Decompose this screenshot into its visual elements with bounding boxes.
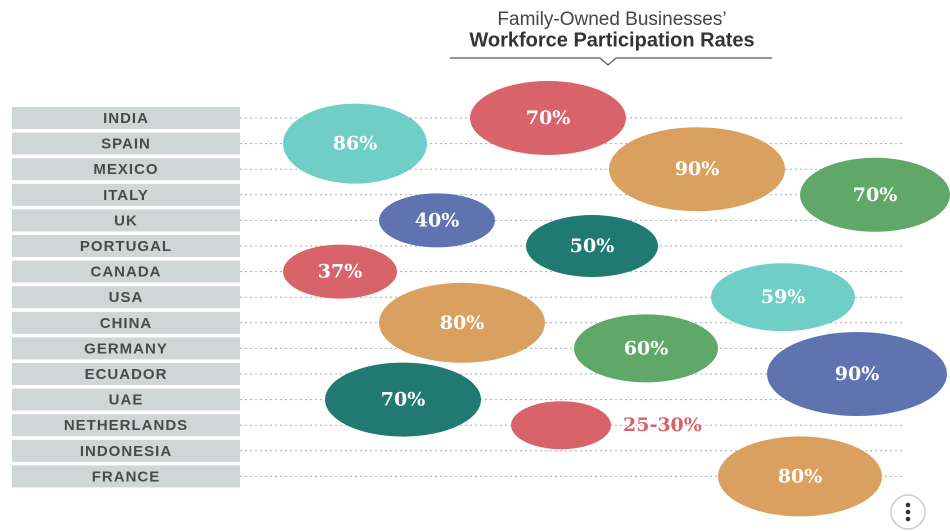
value-label: 37% xyxy=(318,261,363,283)
title-divider xyxy=(450,57,772,66)
bubble xyxy=(800,157,950,232)
value-label: 80% xyxy=(440,312,485,334)
value-label: 90% xyxy=(675,158,720,180)
category-label: GERMANY xyxy=(84,340,168,357)
value-label: 70% xyxy=(526,107,571,129)
category-box xyxy=(12,183,240,206)
bubble xyxy=(283,103,427,184)
category-label: USA xyxy=(109,289,144,306)
category-box xyxy=(12,107,240,129)
category-box xyxy=(12,158,240,181)
bubble xyxy=(470,81,626,155)
category-box xyxy=(12,311,240,334)
bubble xyxy=(767,332,947,416)
category-box xyxy=(12,209,240,232)
value-label: 70% xyxy=(853,184,898,206)
category-label: CHINA xyxy=(100,315,153,332)
category-box xyxy=(12,132,240,155)
category-box xyxy=(12,363,240,385)
value-label: 50% xyxy=(570,235,615,257)
category-label: INDIA xyxy=(103,110,149,127)
category-box xyxy=(12,286,240,309)
category-label: PORTUGAL xyxy=(80,238,172,255)
bubble xyxy=(511,401,611,450)
value-label: 70% xyxy=(381,389,426,411)
chart-title: Family-Owned Businesses’ xyxy=(497,9,726,30)
menu-button[interactable] xyxy=(890,494,926,530)
bubble xyxy=(718,436,882,517)
category-label: CANADA xyxy=(91,264,162,281)
category-box xyxy=(12,235,240,257)
bubble xyxy=(711,263,855,332)
bubble xyxy=(325,362,481,437)
value-label: 80% xyxy=(778,465,823,487)
value-label: 90% xyxy=(835,363,880,385)
category-label: UK xyxy=(114,212,138,229)
value-label: 25-30% xyxy=(623,414,702,436)
category-box xyxy=(12,260,240,283)
bubble xyxy=(379,282,545,363)
category-label: SPAIN xyxy=(101,136,151,153)
chart-subtitle: Workforce Participation Rates xyxy=(469,29,754,51)
bubble xyxy=(574,314,718,383)
category-box xyxy=(12,439,240,462)
category-box xyxy=(12,465,240,488)
bubble xyxy=(609,127,785,212)
category-label: NETHERLANDS xyxy=(64,417,188,434)
category-box xyxy=(12,414,240,437)
category-label: MEXICO xyxy=(93,161,158,178)
category-label: INDONESIA xyxy=(80,443,172,460)
category-label: ITALY xyxy=(103,187,149,204)
category-label: ECUADOR xyxy=(85,366,168,383)
bubble xyxy=(379,193,495,248)
bubble xyxy=(526,215,658,277)
value-label: 59% xyxy=(761,286,806,308)
bubble xyxy=(283,244,397,299)
category-box xyxy=(12,388,240,411)
value-label: 60% xyxy=(624,337,669,359)
value-label: 86% xyxy=(333,133,378,155)
category-label: FRANCE xyxy=(92,468,161,485)
value-label: 40% xyxy=(415,209,460,231)
category-label: UAE xyxy=(109,392,144,409)
category-box xyxy=(12,337,240,360)
